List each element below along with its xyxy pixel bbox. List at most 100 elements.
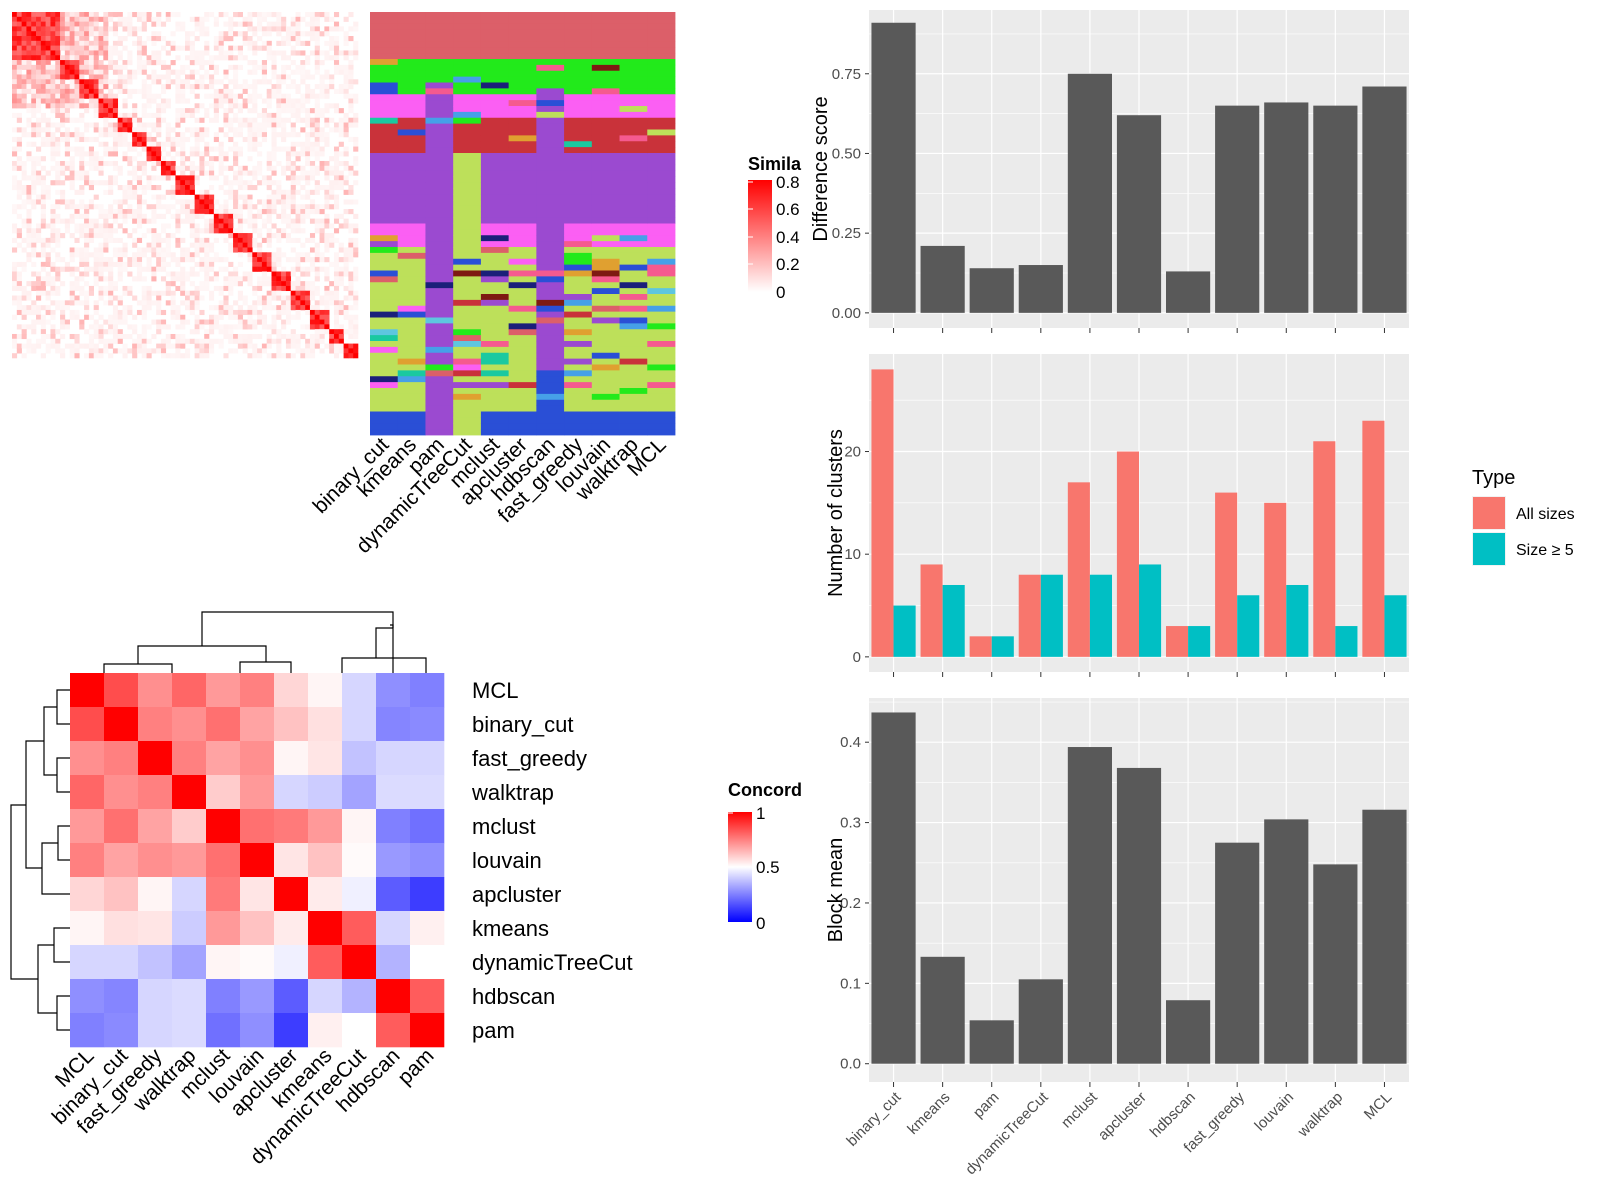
similarity-cell: [112, 31, 119, 37]
similarity-cell: [79, 261, 85, 267]
assignment-cell: [453, 12, 482, 19]
assignment-cell: [397, 276, 426, 283]
similarity-cell: [218, 88, 224, 94]
assignment-cell: [425, 12, 454, 19]
similarity-cell: [237, 309, 243, 316]
similarity-cell: [237, 180, 243, 186]
similarity-cell: [213, 156, 219, 162]
similarity-cell: [136, 136, 143, 143]
assignment-cell: [480, 382, 510, 389]
similarity-cell: [31, 348, 37, 354]
similarity-cell: [36, 117, 42, 123]
similarity-cell: [165, 170, 171, 176]
similarity-cell: [218, 266, 224, 272]
similarity-cell: [84, 180, 90, 186]
similarity-cell: [333, 60, 340, 66]
similarity-cell: [45, 252, 51, 258]
similarity-cell: [132, 218, 138, 224]
similarity-cell: [199, 266, 205, 272]
similarity-cell: [209, 146, 215, 152]
similarity-cell: [223, 199, 229, 205]
similarity-cell: [55, 329, 61, 335]
similarity-cell: [12, 281, 18, 287]
similarity-cell: [329, 74, 335, 80]
similarity-cell: [16, 60, 22, 66]
similarity-cell: [50, 122, 56, 128]
similarity-cell: [305, 271, 311, 277]
assignment-cell: [397, 399, 426, 407]
similarity-cell: [295, 309, 301, 316]
similarity-cell: [93, 36, 99, 42]
similarity-cell: [266, 290, 272, 296]
concordance-cell: [274, 843, 309, 878]
similarity-cell: [290, 314, 296, 320]
similarity-cell: [319, 79, 325, 85]
similarity-cell: [146, 175, 152, 181]
similarity-cell: [247, 127, 253, 133]
similarity-cell: [16, 242, 22, 248]
similarity-cell: [79, 189, 85, 195]
similarity-cell: [117, 79, 123, 85]
similarity-cell: [329, 189, 335, 195]
similarity-cell: [160, 276, 167, 282]
similarity-cell: [257, 285, 263, 292]
similarity-cell: [233, 98, 239, 104]
similarity-cell: [117, 223, 123, 229]
assignment-cell: [591, 129, 620, 136]
assignment-cell: [564, 47, 593, 54]
similarity-cell: [333, 175, 340, 181]
concordance-cell: [138, 843, 173, 878]
similarity-cell: [290, 36, 296, 42]
similarity-cell: [209, 209, 215, 215]
similarity-cell: [261, 204, 267, 210]
similarity-cell: [309, 319, 316, 325]
similarity-cell: [199, 295, 205, 301]
similarity-cell: [69, 45, 75, 51]
assignment-cell: [397, 247, 426, 254]
similarity-cell: [180, 108, 186, 114]
similarity-cell: [151, 218, 157, 224]
similarity-cell: [228, 127, 234, 133]
similarity-cell: [40, 209, 46, 215]
similarity-cell: [290, 141, 296, 147]
similarity-cell: [290, 103, 296, 109]
similarity-cell: [21, 88, 27, 94]
similarity-cell: [319, 209, 325, 215]
similarity-cell: [338, 333, 344, 340]
similarity-cell: [151, 209, 157, 215]
assignment-cell: [508, 47, 537, 54]
similarity-cell: [237, 146, 243, 152]
similarity-cell: [16, 348, 22, 354]
similarity-cell: [40, 45, 46, 51]
similarity-cell: [319, 223, 325, 229]
similarity-cell: [31, 45, 37, 51]
similarity-cell: [136, 266, 143, 272]
similarity-cell: [319, 218, 325, 224]
similarity-cell: [319, 185, 325, 191]
similarity-cell: [185, 348, 191, 354]
assignment-cell: [425, 76, 454, 83]
similarity-cell: [21, 247, 27, 253]
similarity-cell: [295, 204, 301, 210]
assignment-cell: [425, 364, 454, 371]
similarity-cell: [228, 285, 234, 292]
similarity-cell: [348, 60, 354, 66]
assignment-cell: [453, 223, 482, 230]
similarity-cell: [141, 132, 147, 138]
similarity-cell: [295, 295, 301, 301]
similarity-cell: [185, 156, 191, 162]
similarity-cell: [233, 314, 239, 320]
similarity-cell: [348, 271, 354, 277]
assignment-cell: [536, 205, 565, 213]
concordance-cell: [376, 877, 411, 912]
similarity-cell: [108, 132, 114, 138]
concordance-cell: [206, 707, 241, 742]
assignment-cell: [508, 282, 537, 289]
similarity-cell: [93, 26, 99, 32]
similarity-cell: [353, 26, 359, 32]
similarity-cell: [353, 160, 359, 167]
similarity-cell: [64, 112, 70, 119]
similarity-cell: [36, 228, 42, 234]
similarity-cell: [324, 175, 330, 181]
